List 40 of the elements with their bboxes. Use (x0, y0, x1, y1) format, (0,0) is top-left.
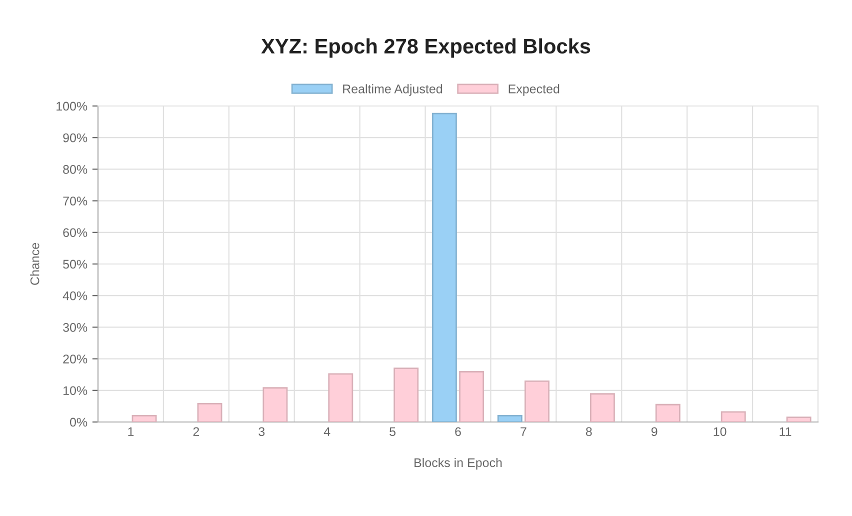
y-tick-label: 20% (63, 354, 88, 364)
bar (655, 404, 680, 422)
bar (328, 373, 354, 422)
bar (432, 112, 457, 422)
x-tick-label: 2 (193, 427, 200, 436)
y-tick-label: 70% (63, 196, 88, 206)
x-tick-label: 3 (258, 427, 265, 436)
bar (197, 402, 222, 422)
y-tick-label: 90% (63, 133, 88, 142)
bar (590, 393, 615, 422)
bar (720, 411, 746, 422)
y-axis-title: Chance (30, 243, 40, 285)
x-tick-label: 6 (455, 427, 461, 436)
legend-label: Realtime Adjusted (343, 84, 442, 96)
x-tick-label: 9 (651, 427, 658, 436)
x-tick-label: 10 (714, 427, 726, 436)
y-tick-label: 40% (62, 291, 88, 300)
x-tick-label: 7 (520, 427, 526, 436)
y-tick-label: 50% (63, 260, 88, 269)
bar (524, 380, 550, 422)
bar (262, 387, 288, 422)
x-axis-title: Blocks in Epoch (414, 458, 502, 470)
legend-label: Expected (508, 84, 560, 96)
chart-title: XYZ: Epoch 278 Expected Blocks (261, 38, 590, 58)
y-tick-label: 100% (56, 102, 88, 111)
x-tick-label: 1 (128, 427, 134, 436)
y-tick-label: 60% (63, 228, 88, 238)
bar (459, 371, 484, 422)
y-tick-label: 80% (63, 165, 88, 174)
bar (786, 416, 812, 422)
y-tick-label: 30% (63, 323, 88, 332)
x-tick-label: 5 (390, 427, 396, 436)
x-tick-label: 4 (324, 427, 330, 436)
bar (132, 414, 157, 422)
x-tick-label: 8 (586, 427, 592, 436)
bar (497, 414, 522, 422)
x-tick-label: 11 (780, 427, 792, 436)
y-tick-label: 10% (64, 386, 88, 396)
bar (394, 368, 419, 422)
y-tick-label: 0% (70, 418, 88, 427)
